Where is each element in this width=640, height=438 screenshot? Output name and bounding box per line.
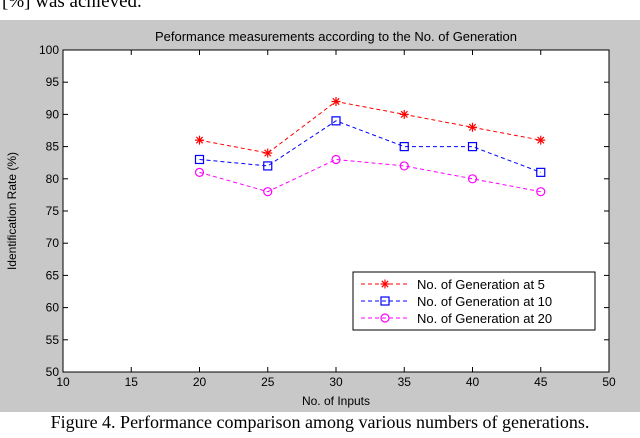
data-point-series-2	[263, 161, 273, 171]
x-tick-label: 10	[56, 375, 70, 389]
preceding-text: [%] was achieved.	[2, 0, 142, 12]
y-tick-label: 100	[39, 43, 59, 57]
y-tick-label: 55	[46, 333, 60, 347]
data-point-series-1	[536, 135, 546, 145]
series-layer	[194, 97, 546, 197]
x-axis-label: No. of Inputs	[302, 394, 370, 408]
legend-box	[352, 271, 596, 331]
series-line-1	[199, 100, 541, 154]
x-tick-label: 50	[602, 375, 616, 389]
y-tick-label: 75	[46, 204, 60, 218]
legend-label: No. of Generation at 10	[417, 294, 552, 309]
x-tick-label: 20	[193, 375, 207, 389]
figure-window: Peformance measurements according to the…	[0, 20, 640, 412]
data-point-series-3	[263, 187, 273, 197]
legend-marker	[380, 279, 390, 289]
x-tick-label: 30	[329, 375, 343, 389]
data-point-series-1	[399, 109, 409, 119]
data-point-series-3	[536, 187, 546, 197]
y-tick-label: 65	[46, 268, 60, 282]
data-point-series-1	[195, 135, 204, 145]
legend-label: No. of Generation at 5	[417, 277, 545, 292]
line-chart: Peformance measurements according to the…	[5, 29, 616, 408]
series-line-3	[199, 158, 541, 193]
data-point-series-3	[331, 154, 341, 165]
y-tick-label: 60	[46, 301, 60, 315]
y-tick-label: 85	[46, 140, 60, 154]
data-point-series-3	[194, 167, 205, 177]
data-point-series-1	[468, 122, 477, 132]
data-point-series-3	[467, 174, 478, 184]
data-point-series-3	[399, 161, 409, 171]
axis-ticks: 10 15 20 25 30 35 40 45 50 50 55 60 65 70 75 80 85 90 95 10…	[39, 43, 616, 389]
legend: No. of Generation at 5 No. of Generation …	[352, 271, 596, 331]
legend-marker	[380, 313, 390, 323]
x-tick-label: 40	[466, 375, 480, 389]
y-tick-label: 70	[46, 236, 60, 250]
data-point-series-1	[331, 97, 341, 107]
y-tick-label: 90	[46, 107, 60, 121]
y-tick-label: 50	[46, 365, 60, 379]
legend-marker	[380, 296, 390, 306]
x-tick-label: 25	[261, 375, 275, 389]
data-point-series-2	[399, 141, 409, 152]
data-point-series-2	[331, 116, 341, 126]
y-tick-label: 80	[46, 172, 60, 186]
x-tick-label: 15	[125, 375, 139, 389]
data-point-series-2	[467, 141, 478, 152]
data-point-series-2	[536, 167, 546, 177]
figure-caption: Figure 4. Performance comparison among v…	[50, 412, 590, 432]
x-tick-label: 35	[398, 375, 412, 389]
legend-label: No. of Generation at 20	[417, 311, 552, 326]
data-point-series-1	[263, 148, 273, 158]
series-line-2	[199, 120, 541, 173]
y-tick-label: 95	[46, 75, 60, 89]
data-point-series-2	[194, 154, 205, 165]
x-tick-label: 45	[534, 375, 548, 389]
chart-title: Peformance measurements according to the…	[155, 29, 517, 44]
y-axis-label: Identification Rate (%)	[5, 152, 19, 270]
